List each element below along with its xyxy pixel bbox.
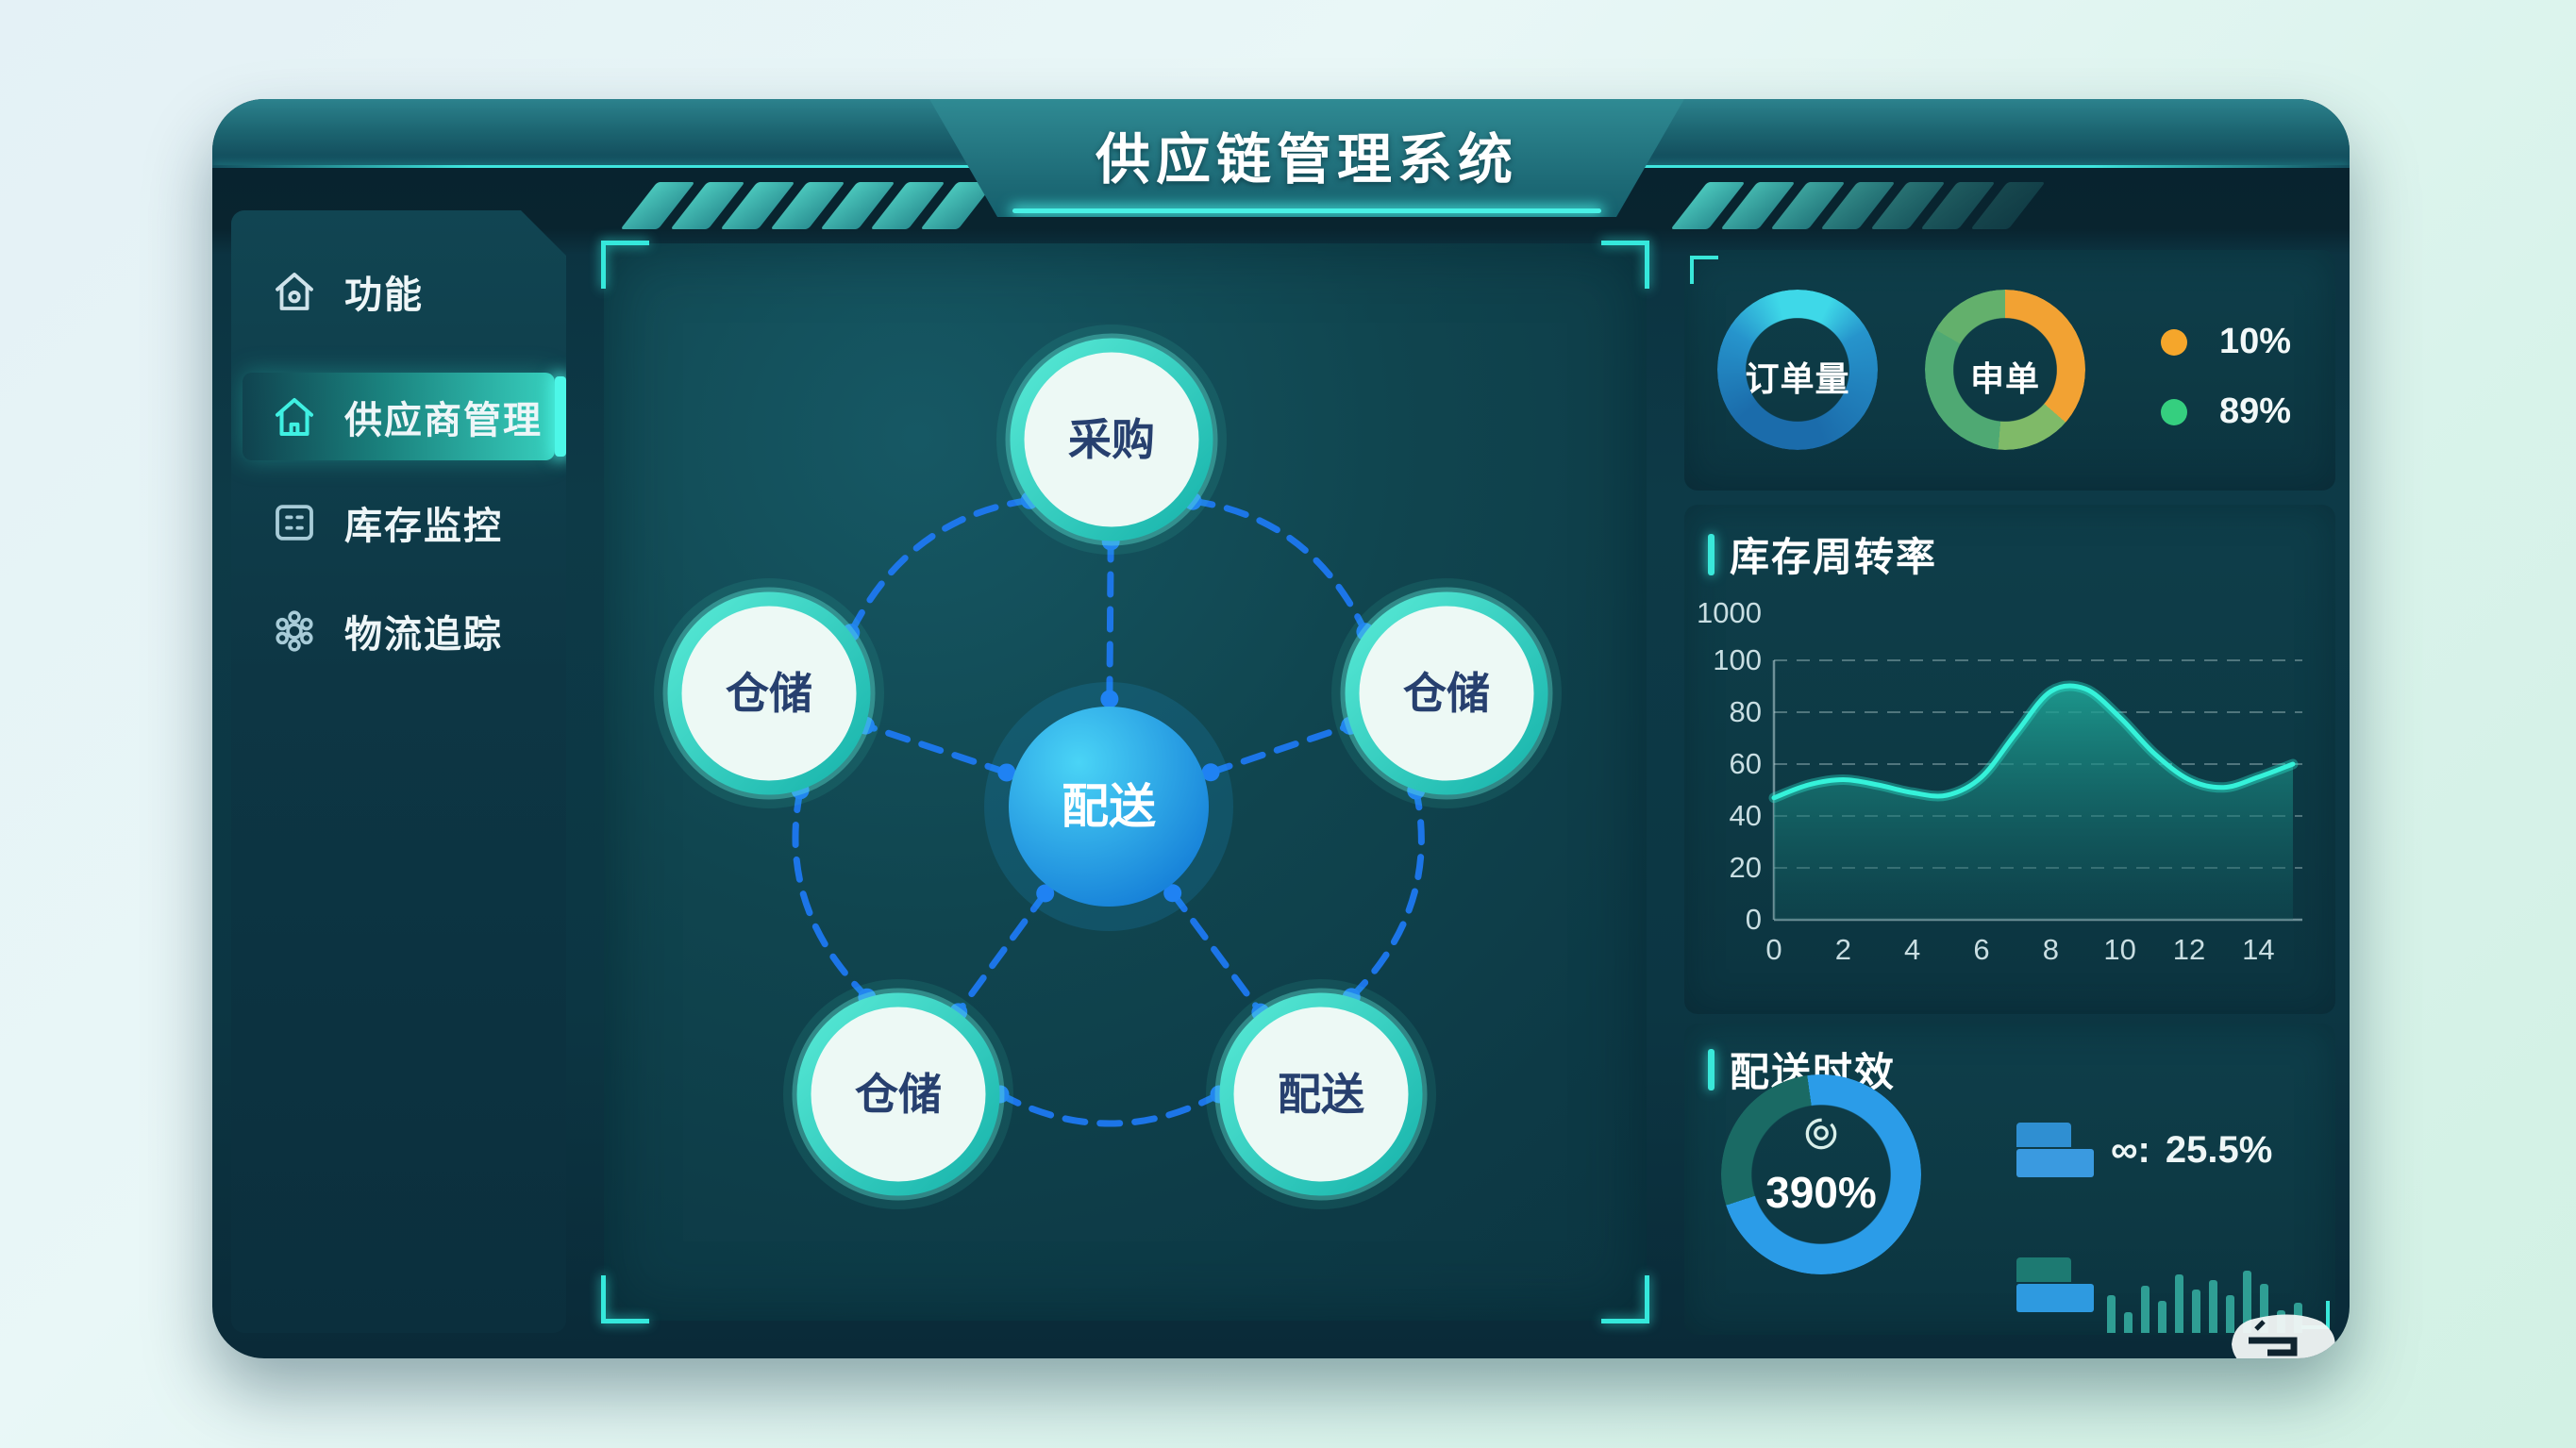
bar-glyph-teal-blue: [2016, 1257, 2094, 1312]
title-accent-bar: [1708, 1048, 1715, 1090]
svg-text:14: 14: [2242, 933, 2274, 966]
svg-text:仓储: 仓储: [1403, 669, 1490, 718]
order-volume-donut: [1717, 290, 1878, 450]
dashboard-frame: 供应链管理系统 功能 供应商管理: [212, 99, 2350, 1358]
sidebar-item-supplier-management[interactable]: 供应商管理: [243, 373, 555, 460]
svg-text:0: 0: [1765, 933, 1781, 966]
inventory-box-icon: [269, 497, 320, 548]
home-icon: [269, 391, 320, 442]
order-split-label: 申单: [1969, 359, 2040, 398]
diagram-node-delivery-bottom-right[interactable]: 配送: [1206, 979, 1436, 1209]
delivery-donut: [1721, 1074, 1921, 1274]
panel-delivery-time: 配送时效 390% ∞: 25.5%: [1684, 1024, 2335, 1335]
sidebar-item-label: 物流追踪: [344, 614, 503, 656]
svg-text:仓储: 仓储: [726, 669, 812, 718]
svg-text:10: 10: [2103, 933, 2135, 966]
mini-bar: [2192, 1290, 2200, 1333]
sidebar-item-label: 库存监控: [344, 506, 503, 547]
mini-bar: [2175, 1274, 2183, 1333]
mini-bar: [2260, 1284, 2268, 1333]
legend-dot-orange: [2161, 328, 2187, 356]
svg-text:4: 4: [1904, 933, 1920, 966]
page-title: 供应链管理系统: [1095, 129, 1518, 191]
supply-chain-diagram-panel: 采购 仓储 仓储 配送 仓储 配送: [601, 241, 1649, 1323]
header-title-plate: 供应链管理系统: [929, 99, 1684, 217]
mini-bar: [2209, 1280, 2217, 1333]
legend-item: 10%: [2161, 322, 2291, 362]
gear-icon: [269, 606, 320, 657]
target-icon: [1800, 1113, 1842, 1155]
panel-order-stats: 订单量 申单 10% 89%: [1684, 250, 2335, 491]
legend-dot-green: [2161, 398, 2187, 425]
mini-bar: [2158, 1301, 2166, 1333]
svg-text:20: 20: [1730, 851, 1762, 884]
svg-text:80: 80: [1730, 695, 1762, 728]
mini-bar: [2124, 1312, 2133, 1333]
svg-text:配送: 配送: [1278, 1070, 1364, 1119]
mini-bar: [2243, 1271, 2251, 1333]
inventory-turnover-chart: 1000 100 80 60 40 20 00 2 4 6 8 10 12 14: [1697, 596, 2302, 966]
sidebar-item-label: 供应商管理: [344, 399, 543, 441]
svg-text:12: 12: [2173, 933, 2205, 966]
mini-bar: [2107, 1295, 2116, 1333]
decorative-stripes-left: [620, 182, 995, 229]
svg-text:采购: 采购: [1068, 415, 1155, 464]
corner-bracket: [1601, 1275, 1649, 1323]
title-accent-bar: [1708, 533, 1715, 575]
diagram-node-warehouse-bottom-left[interactable]: 仓储: [783, 979, 1013, 1209]
diagram-node-warehouse-left[interactable]: 仓储: [654, 578, 884, 808]
sidebar-item-label: 功能: [344, 275, 424, 316]
order-split-donut: [1925, 290, 2085, 450]
mini-bar: [2141, 1286, 2149, 1333]
stat-value: 25.5%: [2165, 1129, 2273, 1171]
diagram-node-warehouse-right[interactable]: 仓储: [1331, 578, 1562, 808]
svg-text:0: 0: [1746, 903, 1762, 936]
svg-text:配送: 配送: [1062, 780, 1156, 833]
infinity-icon: ∞:: [2111, 1129, 2150, 1171]
cursor-artifact: [2222, 1308, 2345, 1358]
corner-bracket: [1601, 241, 1649, 289]
panel-title: 库存周转率: [1708, 525, 1937, 583]
sidebar-item-functions[interactable]: 功能: [243, 248, 555, 335]
svg-text:8: 8: [2043, 933, 2059, 966]
decorative-stripes-right: [1670, 182, 2046, 229]
legend-value: 89%: [2219, 391, 2292, 431]
sidebar-item-logistics-tracking[interactable]: 物流追踪: [243, 588, 555, 674]
home-icon: [269, 266, 320, 317]
legend-value: 10%: [2219, 322, 2292, 361]
mini-bar-chart: [2107, 1248, 2310, 1333]
sidebar: 功能 供应商管理 库存监控: [231, 210, 566, 1333]
svg-text:2: 2: [1835, 933, 1851, 966]
sidebar-item-inventory-monitoring[interactable]: 库存监控: [243, 479, 555, 566]
delivery-donut-value: 390%: [1765, 1168, 1877, 1217]
svg-text:60: 60: [1730, 747, 1762, 780]
corner-bracket: [1690, 256, 1718, 284]
corner-bracket: [601, 1275, 649, 1323]
diagram-node-delivery-hub[interactable]: 配送: [984, 682, 1233, 931]
svg-text:1000: 1000: [1697, 596, 1762, 629]
svg-text:100: 100: [1713, 643, 1762, 676]
svg-text:6: 6: [1973, 933, 1989, 966]
mini-bar: [2226, 1295, 2234, 1333]
bar-glyph-blue: [2016, 1123, 2094, 1177]
corner-bracket: [601, 241, 649, 289]
legend-item: 89%: [2161, 391, 2291, 432]
panel-inventory-turnover: 库存周转率 1000 100 80 60 40 20 0 0 2 4 6 8 10 12 14: [1684, 505, 2335, 1014]
infinity-stat: ∞: 25.5%: [2111, 1129, 2272, 1172]
svg-text:40: 40: [1730, 799, 1762, 832]
panel-title-text: 库存周转率: [1730, 535, 1938, 579]
order-volume-label: 订单量: [1745, 359, 1850, 398]
diagram-node-procurement[interactable]: 采购: [996, 325, 1227, 555]
svg-text:仓储: 仓储: [855, 1070, 942, 1119]
